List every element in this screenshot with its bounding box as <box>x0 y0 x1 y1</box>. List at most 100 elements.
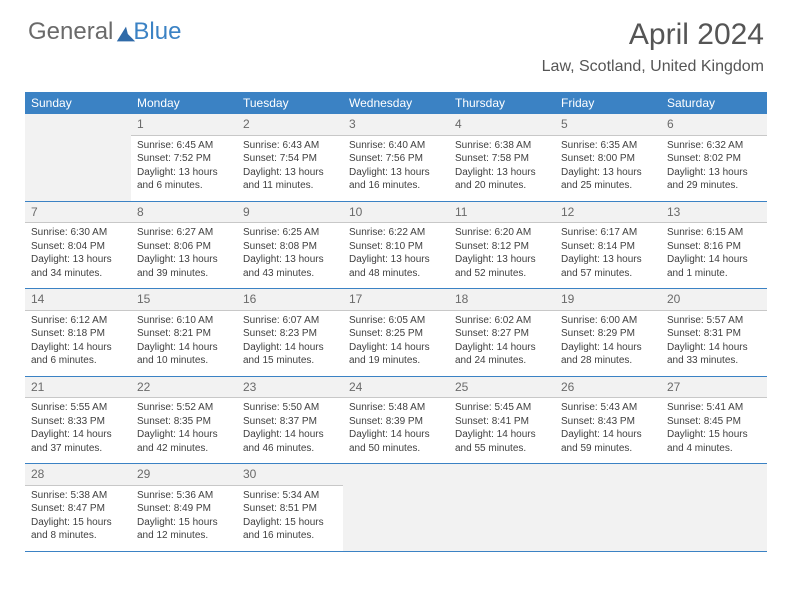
day-cell: 10 Sunrise: 6:22 AMSunset: 8:10 PMDayligh… <box>343 201 449 289</box>
sunrise-line: Sunrise: 6:17 AM <box>561 226 655 240</box>
day-number: 14 <box>31 292 44 306</box>
day-facts: Sunrise: 6:32 AMSunset: 8:02 PMDaylight:… <box>667 139 761 193</box>
day-facts: Sunrise: 6:43 AMSunset: 7:54 PMDaylight:… <box>243 139 337 193</box>
day-number: 2 <box>243 117 250 131</box>
daylight-line-2: and 19 minutes. <box>349 354 443 368</box>
sunset-line: Sunset: 8:35 PM <box>137 415 231 429</box>
day-number: 23 <box>243 380 256 394</box>
day-facts: Sunrise: 5:43 AMSunset: 8:43 PMDaylight:… <box>561 401 655 455</box>
daylight-line-2: and 6 minutes. <box>137 179 231 193</box>
day-number-bar: 8 <box>131 202 237 224</box>
day-number: 16 <box>243 292 256 306</box>
sunrise-line: Sunrise: 6:43 AM <box>243 139 337 153</box>
daylight-line-2: and 33 minutes. <box>667 354 761 368</box>
title-block: April 2024 Law, Scotland, United Kingdom <box>542 18 764 76</box>
empty-cell <box>661 464 767 552</box>
sunrise-line: Sunrise: 6:20 AM <box>455 226 549 240</box>
sunset-line: Sunset: 8:16 PM <box>667 240 761 254</box>
sunset-line: Sunset: 8:18 PM <box>31 327 125 341</box>
day-number-bar: 14 <box>25 289 131 311</box>
week-row: 14Sunrise: 6:12 AMSunset: 8:18 PMDayligh… <box>25 289 767 377</box>
sunrise-line: Sunrise: 6:45 AM <box>137 139 231 153</box>
day-number-bar: 5 <box>555 114 661 136</box>
daylight-line-1: Daylight: 13 hours <box>455 253 549 267</box>
day-facts: Sunrise: 5:36 AMSunset: 8:49 PMDaylight:… <box>137 489 231 543</box>
sunset-line: Sunset: 7:56 PM <box>349 152 443 166</box>
daylight-line-1: Daylight: 13 hours <box>31 253 125 267</box>
day-facts: Sunrise: 6:22 AMSunset: 8:10 PMDaylight:… <box>349 226 443 280</box>
week-row: 7 Sunrise: 6:30 AMSunset: 8:04 PMDaylight… <box>25 201 767 289</box>
day-facts: Sunrise: 6:30 AMSunset: 8:04 PMDaylight:… <box>31 226 125 280</box>
day-facts: Sunrise: 5:55 AMSunset: 8:33 PMDaylight:… <box>31 401 125 455</box>
day-facts: Sunrise: 5:48 AMSunset: 8:39 PMDaylight:… <box>349 401 443 455</box>
dow-wednesday: Wednesday <box>343 92 449 114</box>
dow-saturday: Saturday <box>661 92 767 114</box>
sunrise-line: Sunrise: 6:30 AM <box>31 226 125 240</box>
day-cell: 9Sunrise: 6:25 AMSunset: 8:08 PMDaylight… <box>237 201 343 289</box>
daylight-line-1: Daylight: 15 hours <box>137 516 231 530</box>
day-number: 27 <box>667 380 680 394</box>
daylight-line-1: Daylight: 13 hours <box>561 253 655 267</box>
sunrise-line: Sunrise: 6:35 AM <box>561 139 655 153</box>
sunrise-line: Sunrise: 5:41 AM <box>667 401 761 415</box>
daylight-line-2: and 59 minutes. <box>561 442 655 456</box>
sunrise-line: Sunrise: 6:00 AM <box>561 314 655 328</box>
day-cell: 3Sunrise: 6:40 AMSunset: 7:56 PMDaylight… <box>343 114 449 201</box>
daylight-line-2: and 16 minutes. <box>243 529 337 543</box>
day-cell: 7 Sunrise: 6:30 AMSunset: 8:04 PMDaylight… <box>25 201 131 289</box>
sunset-line: Sunset: 8:47 PM <box>31 502 125 516</box>
daylight-line-1: Daylight: 13 hours <box>137 253 231 267</box>
day-number-bar: 2 <box>237 114 343 136</box>
sunset-line: Sunset: 8:06 PM <box>137 240 231 254</box>
day-number: 28 <box>31 467 44 481</box>
day-cell: 15Sunrise: 6:10 AMSunset: 8:21 PMDayligh… <box>131 289 237 377</box>
sunrise-line: Sunrise: 5:50 AM <box>243 401 337 415</box>
day-cell: 29Sunrise: 5:36 AMSunset: 8:49 PMDayligh… <box>131 464 237 552</box>
day-cell: 11Sunrise: 6:20 AMSunset: 8:12 PMDayligh… <box>449 201 555 289</box>
day-cell: 21Sunrise: 5:55 AMSunset: 8:33 PMDayligh… <box>25 376 131 464</box>
sunrise-line: Sunrise: 5:48 AM <box>349 401 443 415</box>
day-number: 10 <box>349 205 362 219</box>
day-of-week-row: Sunday Monday Tuesday Wednesday Thursday… <box>25 92 767 114</box>
week-row: 28 Sunrise: 5:38 AMSunset: 8:47 PM Dayligh… <box>25 464 767 552</box>
daylight-line-2: and 37 minutes. <box>31 442 125 456</box>
sunset-line: Sunset: 8:23 PM <box>243 327 337 341</box>
day-facts: Sunrise: 6:20 AMSunset: 8:12 PMDaylight:… <box>455 226 549 280</box>
day-number: 8 <box>137 205 144 219</box>
daylight-line-1: Daylight: 14 hours <box>349 341 443 355</box>
day-facts: Sunrise: 6:17 AMSunset: 8:14 PMDaylight:… <box>561 226 655 280</box>
dow-monday: Monday <box>131 92 237 114</box>
daylight-line-1: Daylight: 15 hours <box>667 428 761 442</box>
day-facts: Sunrise: 5:52 AMSunset: 8:35 PMDaylight:… <box>137 401 231 455</box>
day-number: 15 <box>137 292 150 306</box>
sunrise-line: Sunrise: 6:25 AM <box>243 226 337 240</box>
dow-friday: Friday <box>555 92 661 114</box>
daylight-line-2: and 8 minutes. <box>31 529 125 543</box>
day-cell: 14Sunrise: 6:12 AMSunset: 8:18 PMDayligh… <box>25 289 131 377</box>
day-number-bar: 9 <box>237 202 343 224</box>
daylight-line-1: Daylight: 14 hours <box>455 341 549 355</box>
day-cell: 8Sunrise: 6:27 AMSunset: 8:06 PMDaylight… <box>131 201 237 289</box>
daylight-line-1: Daylight: 13 hours <box>667 166 761 180</box>
daylight-line-1: Daylight: 14 hours <box>31 428 125 442</box>
day-facts: Sunrise: 5:57 AMSunset: 8:31 PMDaylight:… <box>667 314 761 368</box>
sunrise-line: Sunrise: 5:38 AM <box>31 489 125 503</box>
day-number-bar: 25 <box>449 377 555 399</box>
day-number-bar: 26 <box>555 377 661 399</box>
daylight-line-2: and 50 minutes. <box>349 442 443 456</box>
sunrise-line: Sunrise: 5:43 AM <box>561 401 655 415</box>
daylight-line-2: and 6 minutes. <box>31 354 125 368</box>
daylight-line-2: and 28 minutes. <box>561 354 655 368</box>
daylight-line-2: and 12 minutes. <box>137 529 231 543</box>
day-facts: Sunrise: 6:02 AMSunset: 8:27 PMDaylight:… <box>455 314 549 368</box>
sunrise-line: Sunrise: 6:05 AM <box>349 314 443 328</box>
day-number: 26 <box>561 380 574 394</box>
sunrise-line: Sunrise: 6:38 AM <box>455 139 549 153</box>
daylight-line-2: and 24 minutes. <box>455 354 549 368</box>
daylight-line-2: and 10 minutes. <box>137 354 231 368</box>
day-cell: 28Sunrise: 5:38 AMSunset: 8:47 PMDayligh… <box>25 464 131 552</box>
day-number: 24 <box>349 380 362 394</box>
day-number: 5 <box>561 117 568 131</box>
day-number: 7 <box>31 205 38 219</box>
day-number-bar: 10 <box>343 202 449 224</box>
